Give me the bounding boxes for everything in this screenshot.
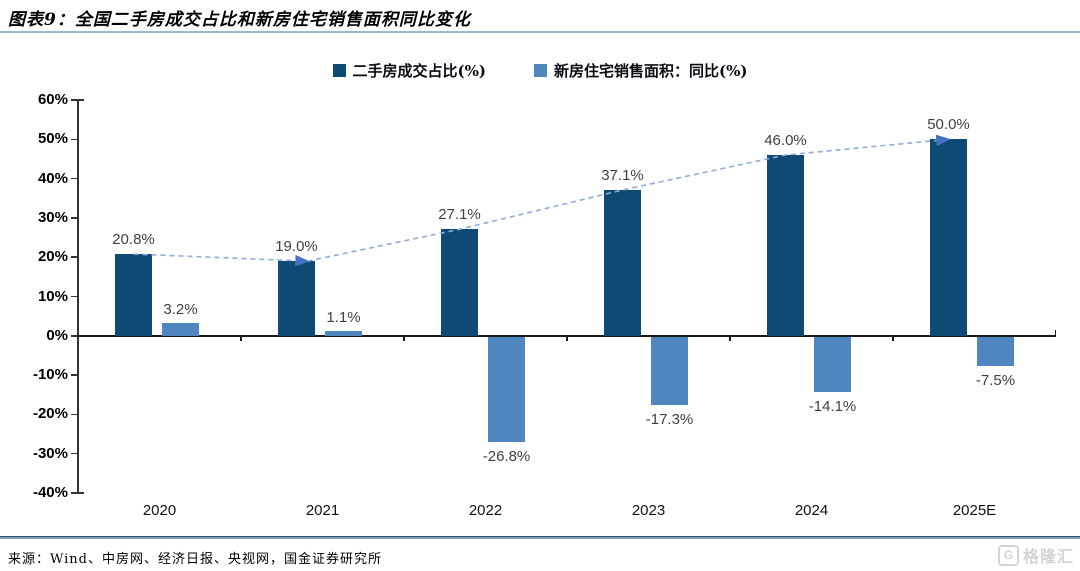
source-note: 来源：Wind、中房网、经济日报、央视网，国金证券研究所: [8, 552, 382, 567]
y-axis-tick-mark: [71, 256, 78, 258]
x-axis-label-2025E: 2025E: [952, 502, 997, 519]
value-label-resale-share-2023: 37.1%: [601, 166, 644, 184]
bar-resale-share-2024: [767, 155, 804, 336]
bar-newhome-yoy-2020: [162, 323, 199, 336]
value-label-resale-share-2020: 20.8%: [112, 231, 155, 249]
title-divider: [0, 31, 1080, 33]
value-label-newhome-yoy-2022: -26.8%: [482, 448, 531, 466]
x-axis-tick-mark: [566, 336, 568, 341]
x-axis-tick-mark: [240, 336, 242, 341]
y-axis-tick-mark: [71, 138, 78, 141]
legend-item-resale-share: 二手房成交占比(%): [332, 60, 486, 81]
x-axis-tick-mark: [729, 336, 731, 341]
x-axis-zero-line: [78, 335, 1056, 337]
x-axis-corner-tick: [1054, 330, 1056, 336]
bar-newhome-yoy-2021: [325, 331, 362, 336]
bar-newhome-yoy-2023: [651, 336, 688, 405]
bar-resale-share-2021: [278, 261, 315, 336]
y-axis-tick-label: 30%: [37, 208, 68, 226]
bar-resale-share-2022: [441, 229, 478, 336]
y-axis-tick-mark: [71, 413, 78, 416]
x-axis-label-2024: 2024: [794, 502, 829, 519]
y-axis-corner-tick: [78, 492, 84, 494]
y-axis-tick-label: 40%: [37, 169, 68, 187]
y-axis-tick-label: -40%: [32, 484, 68, 501]
figure-title: 图表9：全国二手房成交占比和新房住宅销售面积同比变化: [8, 10, 471, 30]
x-axis-label-2020: 2020: [142, 502, 177, 519]
y-axis-tick-label: 50%: [37, 130, 68, 148]
y-axis-tick-label: 60%: [37, 91, 68, 108]
x-axis-label-2022: 2022: [468, 502, 503, 519]
x-axis-tick-mark: [403, 336, 405, 341]
y-axis-tick-mark: [71, 335, 78, 337]
gelonghui-watermark: G 格隆汇: [997, 543, 1074, 567]
bar-resale-share-2020: [115, 254, 152, 336]
y-axis-tick-mark: [71, 452, 78, 455]
gelonghui-logo-text: 格隆汇: [1022, 549, 1074, 566]
y-axis-tick-label: 20%: [37, 248, 68, 266]
value-label-resale-share-2025E: 50.0%: [927, 116, 970, 134]
footer-divider: [0, 536, 1080, 539]
value-label-resale-share-2022: 27.1%: [438, 206, 481, 224]
bar-resale-share-2023: [604, 189, 641, 336]
y-axis-tick-mark: [71, 177, 78, 180]
y-axis-tick-label: -30%: [32, 444, 68, 462]
y-axis-tick-mark: [71, 374, 78, 376]
y-axis-tick-label: 10%: [37, 287, 68, 305]
bar-newhome-yoy-2024: [814, 336, 851, 393]
bar-newhome-yoy-2022: [488, 336, 525, 443]
y-axis-tick-mark: [71, 295, 78, 298]
value-label-resale-share-2024: 46.0%: [764, 132, 807, 150]
bar-newhome-yoy-2025E: [977, 336, 1014, 367]
gelonghui-logo-icon: G: [997, 544, 1019, 566]
y-axis-tick-label: -20%: [32, 405, 68, 423]
value-label-newhome-yoy-2024: -14.1%: [808, 398, 857, 416]
value-label-newhome-yoy-2025E: -7.5%: [975, 372, 1016, 390]
x-axis-label-2021: 2021: [305, 502, 340, 519]
legend-swatch-dark: [332, 63, 346, 77]
x-axis-tick-mark: [892, 336, 894, 341]
value-label-resale-share-2021: 19.0%: [275, 238, 318, 256]
y-axis-tick-mark: [71, 99, 78, 101]
chart-legend: 二手房成交占比(%) 新房住宅销售面积：同比(%): [0, 57, 1080, 83]
value-label-newhome-yoy-2020: 3.2%: [163, 301, 198, 319]
legend-item-newhome-yoy: 新房住宅销售面积：同比(%): [534, 60, 747, 81]
y-axis-corner-tick: [78, 99, 84, 101]
y-axis-tick-label: 0%: [46, 326, 68, 344]
value-label-newhome-yoy-2021: 1.1%: [326, 309, 361, 327]
legend-label-resale-share: 二手房成交占比(%): [352, 61, 486, 80]
y-axis-tick-label: -10%: [32, 366, 68, 384]
legend-label-newhome-yoy: 新房住宅销售面积：同比(%): [554, 61, 748, 80]
y-axis-line: [77, 100, 79, 493]
x-axis-label-2023: 2023: [631, 502, 666, 519]
value-label-newhome-yoy-2023: -17.3%: [645, 410, 694, 428]
y-axis-tick-mark: [71, 217, 78, 219]
legend-swatch-light: [534, 63, 547, 77]
y-axis-tick-mark: [71, 492, 78, 494]
bar-resale-share-2025E: [930, 139, 967, 336]
